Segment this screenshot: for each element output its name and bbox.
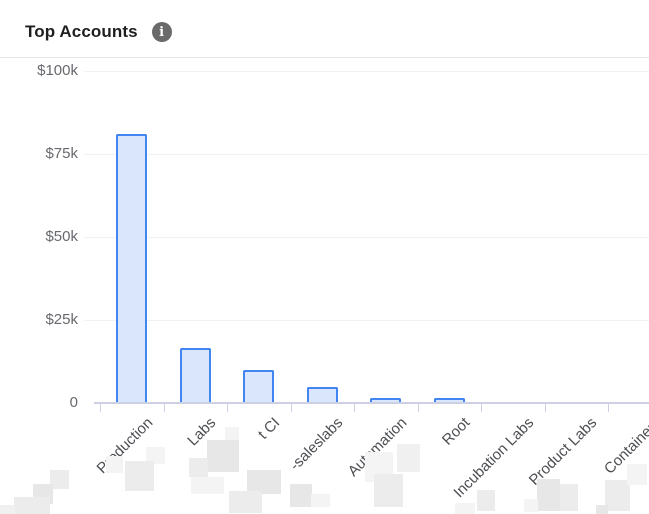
redaction-mosaic-block <box>596 505 608 514</box>
x-axis-category-label: t CI <box>254 414 284 443</box>
card-header: Top Accounts <box>25 18 172 46</box>
redaction-mosaic-block <box>247 470 281 494</box>
redaction-mosaic-block <box>14 497 50 514</box>
redaction-mosaic-block <box>605 480 630 511</box>
y-gridline <box>84 236 649 238</box>
bar--saleslabs[interactable] <box>306 386 338 403</box>
redaction-mosaic-block <box>537 479 560 511</box>
x-axis-tick <box>544 403 546 412</box>
x-axis-category-label: Product Labs <box>526 414 601 489</box>
y-gridline <box>84 71 649 72</box>
header-divider <box>0 57 649 58</box>
redaction-mosaic-block <box>229 491 262 513</box>
redaction-mosaic-block <box>191 477 224 494</box>
redaction-mosaic-block <box>0 505 15 514</box>
x-axis-category-label: Root <box>439 414 474 449</box>
x-axis-category-label: -saleslabs <box>286 414 347 475</box>
info-icon[interactable] <box>151 22 172 42</box>
redaction-mosaic-block <box>125 461 154 491</box>
x-axis-tick <box>354 403 355 412</box>
redaction-mosaic-block <box>477 490 495 511</box>
x-axis-tick <box>608 403 609 412</box>
bar-production[interactable] <box>116 133 148 403</box>
x-axis-tick <box>227 403 228 412</box>
y-axis-tick-label: $75k <box>45 144 78 162</box>
redaction-mosaic-block <box>374 474 403 507</box>
redaction-mosaic-block <box>455 503 475 514</box>
x-axis-tick <box>100 403 101 412</box>
y-axis-tick-label: $50k <box>45 227 78 245</box>
y-axis-tick-label: $25k <box>45 310 78 328</box>
x-axis-tick <box>481 403 482 412</box>
redaction-mosaic-block <box>146 447 165 464</box>
redaction-mosaic-block <box>290 484 312 507</box>
redaction-mosaic-block <box>225 427 239 440</box>
x-axis-tick <box>290 403 292 412</box>
y-gridline <box>84 319 649 321</box>
redaction-mosaic-block <box>627 464 647 485</box>
y-gridline <box>84 153 649 155</box>
redaction-mosaic-block <box>207 440 239 472</box>
y-axis-tick-label: $100k <box>37 62 78 79</box>
x-axis-tick <box>163 403 165 412</box>
x-axis-line <box>94 402 649 404</box>
redaction-mosaic-block <box>50 470 69 489</box>
redaction-mosaic-block <box>524 499 538 512</box>
redaction-mosaic-block <box>311 494 330 507</box>
bar-labs[interactable] <box>179 348 211 403</box>
redaction-mosaic-block <box>560 484 578 511</box>
bar-t-ci[interactable] <box>243 370 275 403</box>
redaction-mosaic-block <box>189 458 208 477</box>
redaction-mosaic-block <box>106 456 123 473</box>
bar-automation[interactable] <box>370 398 402 403</box>
redaction-mosaic-block <box>397 444 420 472</box>
page-title: Top Accounts <box>25 22 138 41</box>
bar-root[interactable] <box>433 398 465 403</box>
y-axis-tick-label: 0 <box>69 393 78 411</box>
x-axis-tick <box>417 403 419 412</box>
